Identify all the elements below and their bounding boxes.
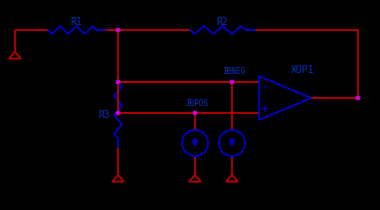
Circle shape [230,80,234,84]
Circle shape [116,28,120,32]
Text: IBPOS: IBPOS [185,98,209,108]
Text: XOP1: XOP1 [291,65,315,75]
Circle shape [356,96,360,100]
Text: -: - [263,82,267,92]
Text: R1: R1 [71,17,82,27]
Text: +: + [261,104,269,114]
Text: T: T [193,139,197,147]
Text: IBNEG: IBNEG [222,67,245,76]
Circle shape [116,80,120,84]
Text: R3: R3 [98,110,110,120]
Circle shape [193,111,197,115]
Text: T: T [230,139,234,147]
Circle shape [116,111,120,115]
Text: R2: R2 [217,17,228,27]
